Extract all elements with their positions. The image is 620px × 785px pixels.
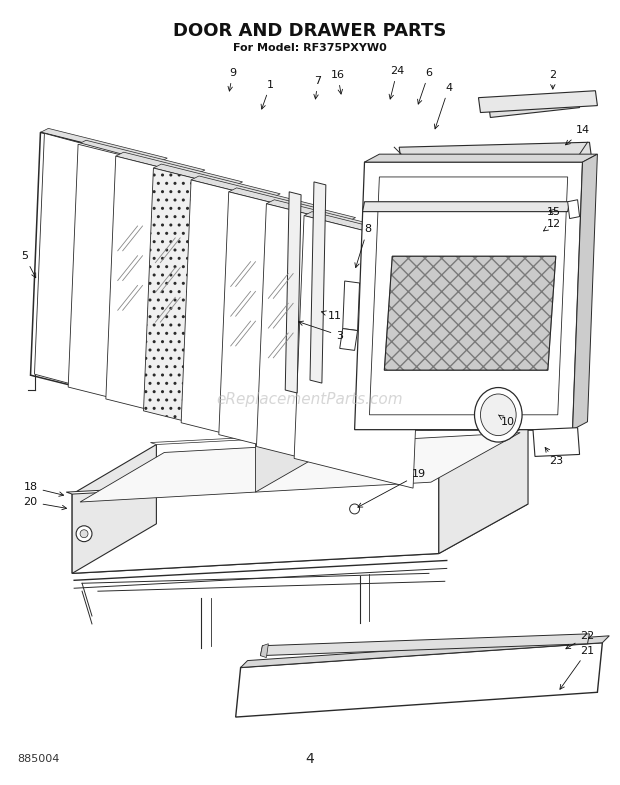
Ellipse shape [474,388,522,442]
Polygon shape [116,152,242,186]
Text: 21: 21 [560,646,595,689]
Polygon shape [229,188,356,221]
Text: 11: 11 [322,311,342,321]
Polygon shape [343,281,360,330]
Text: 9: 9 [228,68,236,91]
Text: 7: 7 [314,76,322,99]
Text: 10: 10 [498,415,515,427]
Polygon shape [384,256,556,371]
Polygon shape [153,164,280,198]
Polygon shape [363,202,570,212]
Polygon shape [257,203,385,476]
Polygon shape [370,177,568,414]
Text: 12: 12 [544,218,561,231]
Polygon shape [365,154,598,162]
Text: 22: 22 [566,631,595,648]
Polygon shape [260,633,590,655]
Polygon shape [255,393,342,492]
Polygon shape [294,216,423,488]
Text: 1: 1 [261,80,274,109]
Text: 4: 4 [435,82,453,129]
Polygon shape [72,474,439,573]
Text: 18: 18 [24,482,64,496]
Polygon shape [143,168,272,440]
Polygon shape [151,423,534,444]
Polygon shape [30,133,159,405]
Text: DOOR AND DRAWER PARTS: DOOR AND DRAWER PARTS [174,22,446,40]
Polygon shape [399,142,591,162]
Polygon shape [340,329,358,350]
Text: 16: 16 [330,70,345,94]
Circle shape [80,530,88,538]
Polygon shape [191,176,318,210]
Ellipse shape [480,394,516,436]
Circle shape [76,526,92,542]
Polygon shape [285,192,301,393]
Text: 14: 14 [565,126,590,144]
Polygon shape [568,199,580,218]
Polygon shape [401,157,593,169]
Text: 6: 6 [418,68,432,104]
Polygon shape [573,154,598,429]
Polygon shape [106,156,235,429]
Text: 19: 19 [358,469,426,507]
Polygon shape [236,643,603,717]
Text: 8: 8 [355,225,371,268]
Text: 23: 23 [545,447,563,466]
Text: 3: 3 [299,321,343,341]
Polygon shape [267,199,393,233]
Polygon shape [181,180,310,452]
Polygon shape [66,473,445,494]
Polygon shape [219,192,348,465]
Polygon shape [260,644,268,658]
Polygon shape [241,636,609,667]
Text: eReplacementParts.com: eReplacementParts.com [216,392,404,407]
Polygon shape [68,144,197,417]
Text: 4: 4 [306,752,314,765]
Polygon shape [72,444,156,573]
Circle shape [350,504,360,514]
Polygon shape [40,129,167,162]
Polygon shape [72,504,528,573]
Text: 885004: 885004 [17,754,60,764]
Text: 15: 15 [547,206,561,217]
Text: 20: 20 [24,497,66,509]
Polygon shape [355,162,583,429]
Text: For Model: RF375PXYW0: For Model: RF375PXYW0 [233,43,387,53]
Text: 2: 2 [549,70,556,89]
Polygon shape [533,428,580,456]
Polygon shape [479,91,598,112]
Text: 5: 5 [21,251,36,278]
Polygon shape [489,93,580,118]
Polygon shape [310,182,326,383]
Text: 24: 24 [389,66,404,99]
Polygon shape [439,425,528,553]
Polygon shape [304,212,431,246]
Polygon shape [78,141,205,174]
Polygon shape [80,433,520,502]
Polygon shape [35,133,156,404]
